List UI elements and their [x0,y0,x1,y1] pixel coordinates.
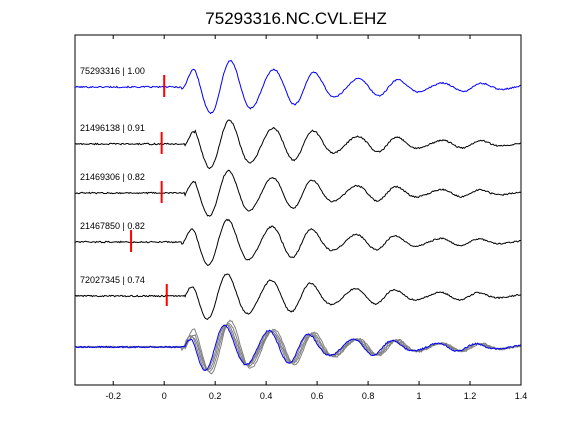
trace-line [74,169,521,217]
x-tick-label: 0 [162,391,167,401]
trace-label: 21467850 | 0.82 [80,221,145,231]
x-tick-label: 1.2 [464,391,477,401]
trace-line [74,119,521,170]
trace-stack: 75293316 | 1.00 21496138 | 0.91 21469306 |… [74,59,521,321]
x-tick-label: -0.2 [105,391,121,401]
x-tick-label: 0.4 [260,391,273,401]
trace: 72027345 | 0.74 [74,273,521,321]
trace-line [74,59,521,115]
overlay-panel [74,319,521,375]
overlay-line [74,324,521,372]
trace-line [74,218,521,266]
trace-label: 21469306 | 0.82 [80,172,145,182]
trace: 21496138 | 0.91 [74,119,521,170]
x-tick-label: 1.4 [515,391,528,401]
plot-area [74,34,522,386]
x-tick-label: 0.8 [362,391,375,401]
x-axis: -0.2 0 0.2 0.4 0.6 0.8 1 1.2 1.4 [105,35,527,401]
x-tick-label: 0.6 [311,391,324,401]
x-tick-label: 1 [417,391,422,401]
trace-label: 72027345 | 0.74 [80,275,145,285]
trace-line [74,273,521,321]
chart-title: 75293316.NC.CVL.EHZ [205,9,386,28]
x-tick-label: 0.2 [209,391,222,401]
trace: 21467850 | 0.82 [74,218,521,266]
trace: 75293316 | 1.00 [74,59,521,115]
trace: 21469306 | 0.82 [74,169,521,217]
trace-label: 21496138 | 0.91 [80,123,145,133]
trace-label: 75293316 | 1.00 [80,66,145,76]
